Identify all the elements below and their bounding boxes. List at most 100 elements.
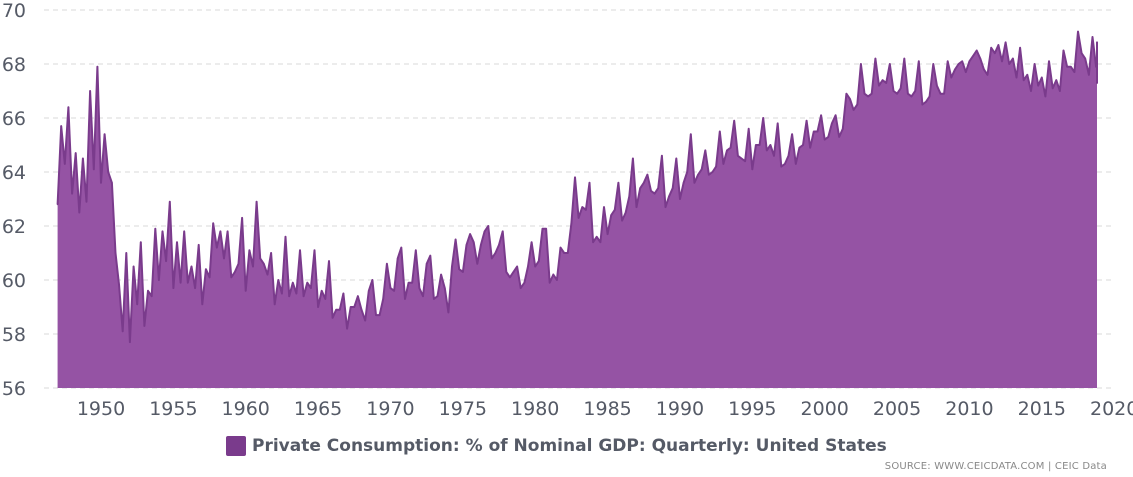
- data-point: [382, 298, 385, 300]
- data-point: [776, 122, 779, 125]
- data-point: [169, 200, 171, 203]
- data-point: [664, 206, 667, 208]
- data-point: [165, 260, 167, 262]
- data-point: [838, 136, 840, 138]
- data-point: [103, 133, 106, 135]
- data-point: [581, 206, 584, 208]
- data-point: [194, 287, 196, 289]
- data-point: [538, 260, 540, 262]
- data-point: [624, 211, 627, 214]
- data-point: [975, 49, 978, 52]
- data-point: [635, 206, 638, 208]
- data-point: [219, 230, 222, 233]
- data-point: [132, 265, 135, 268]
- data-point: [60, 125, 62, 127]
- data-point: [570, 222, 573, 225]
- data-point: [263, 263, 265, 265]
- data-point: [610, 214, 612, 216]
- x-tick-label: 1955: [149, 398, 197, 420]
- data-point: [979, 57, 982, 60]
- data-point: [787, 155, 790, 157]
- data-point: [791, 133, 793, 135]
- data-point: [928, 95, 931, 98]
- data-point: [1026, 74, 1029, 76]
- data-point: [100, 182, 102, 184]
- data-point: [349, 306, 352, 308]
- data-point: [407, 281, 410, 284]
- data-point: [621, 219, 623, 222]
- y-tick-label: 70: [2, 0, 26, 22]
- data-point: [1022, 79, 1025, 81]
- data-point: [921, 103, 924, 106]
- data-point: [205, 268, 207, 271]
- data-point: [711, 171, 714, 173]
- data-point: [299, 249, 301, 252]
- data-point: [925, 101, 927, 103]
- data-point: [686, 171, 688, 173]
- data-point: [766, 149, 768, 152]
- data-point: [910, 95, 913, 98]
- x-tick-label: 1975: [439, 398, 487, 420]
- data-point: [509, 276, 511, 279]
- data-point: [646, 173, 649, 176]
- data-point: [1019, 47, 1021, 49]
- data-area: [56, 30, 1098, 388]
- data-point: [284, 236, 287, 238]
- data-point: [462, 271, 464, 273]
- y-tick-label: 62: [2, 216, 26, 238]
- data-point: [444, 287, 446, 289]
- data-point: [89, 90, 91, 92]
- data-point: [990, 47, 992, 49]
- data-point: [154, 227, 157, 230]
- data-point: [599, 241, 602, 243]
- data-point: [331, 317, 334, 319]
- data-point: [389, 287, 392, 289]
- data-point: [313, 249, 316, 252]
- data-point: [1059, 90, 1061, 92]
- data-point: [617, 182, 620, 184]
- data-point: [411, 281, 414, 284]
- data-point: [306, 281, 309, 284]
- data-point: [415, 249, 417, 252]
- data-point: [729, 146, 732, 149]
- data-point: [896, 92, 898, 95]
- data-point: [451, 265, 453, 268]
- x-tick-label: 1990: [656, 398, 704, 420]
- data-point: [1001, 60, 1003, 63]
- data-point: [932, 63, 935, 65]
- data-point: [270, 252, 272, 254]
- y-tick-label: 64: [2, 162, 26, 184]
- data-point: [393, 290, 395, 292]
- data-point: [983, 68, 985, 71]
- data-point: [266, 273, 269, 276]
- legend[interactable]: Private Consumption: % of Nominal GDP: Q…: [226, 436, 887, 456]
- x-tick-label: 1960: [222, 398, 270, 420]
- data-point: [1095, 65, 1097, 68]
- data-point: [516, 265, 518, 268]
- data-point: [447, 311, 450, 314]
- data-point: [758, 144, 761, 146]
- data-point: [140, 241, 142, 243]
- data-point: [1015, 76, 1018, 79]
- data-point: [85, 200, 88, 203]
- data-point: [487, 225, 490, 227]
- data-point: [650, 190, 652, 192]
- data-point: [1096, 76, 1098, 79]
- data-point: [997, 44, 1000, 46]
- data-point: [907, 92, 909, 95]
- data-point: [1077, 30, 1079, 33]
- data-point: [1073, 71, 1076, 73]
- x-tick-label: 1980: [511, 398, 559, 420]
- data-point: [885, 82, 887, 84]
- y-tick-label: 56: [2, 378, 26, 400]
- data-point: [559, 246, 562, 249]
- data-point: [567, 252, 569, 254]
- data-point: [842, 128, 844, 130]
- data-point: [1033, 63, 1036, 65]
- data-point: [183, 230, 185, 233]
- data-point: [364, 319, 367, 322]
- data-point: [632, 157, 634, 160]
- data-point: [208, 276, 211, 279]
- data-point: [773, 155, 775, 157]
- data-point: [1030, 90, 1032, 92]
